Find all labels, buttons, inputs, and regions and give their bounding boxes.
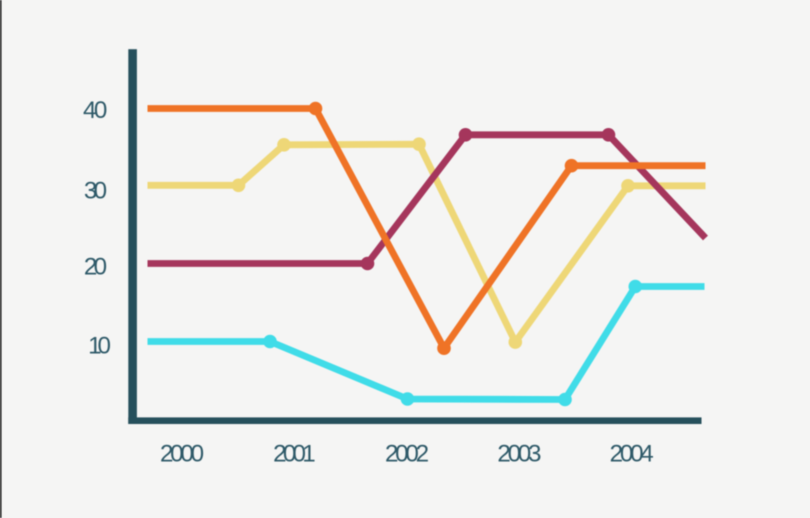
svg-text:40: 40 bbox=[83, 97, 107, 124]
svg-text:2003: 2003 bbox=[497, 440, 541, 467]
svg-text:2000: 2000 bbox=[160, 440, 204, 467]
svg-text:20: 20 bbox=[84, 254, 107, 281]
svg-text:2004: 2004 bbox=[610, 440, 654, 467]
svg-text:2001: 2001 bbox=[273, 440, 316, 467]
svg-text:2002: 2002 bbox=[385, 440, 429, 467]
svg-text:10: 10 bbox=[88, 332, 111, 359]
svg-text:30: 30 bbox=[84, 178, 107, 205]
